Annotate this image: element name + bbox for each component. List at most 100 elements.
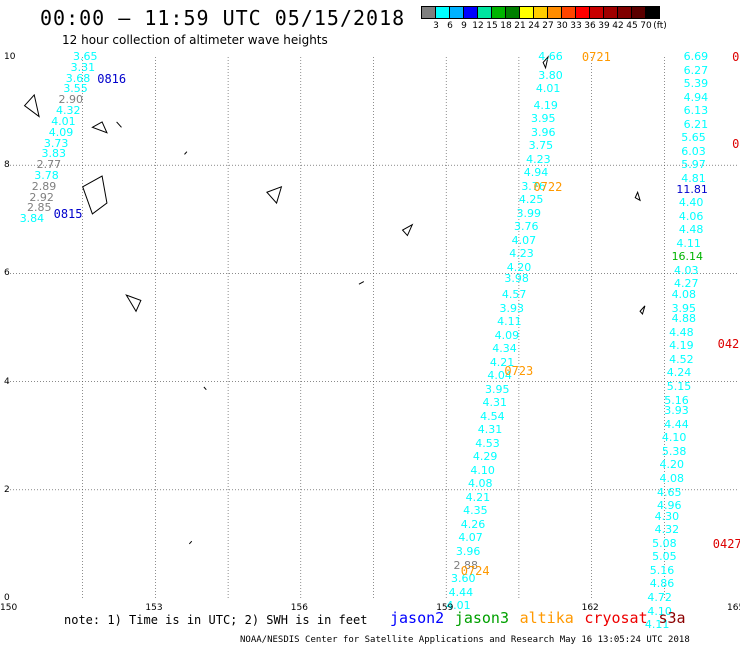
swh-value: 4.81	[681, 171, 706, 185]
swh-value: 4.21	[489, 355, 515, 369]
swh-value: 4.11	[676, 236, 701, 250]
swh-value: 4.30	[654, 509, 680, 523]
island-outline	[401, 223, 414, 237]
swh-value: 4.23	[526, 152, 551, 166]
map-plot-area: 3.65 3.31 3.68 3.55 2.90 4.32 4.01 4.09 3.73 3.83…	[10, 51, 740, 630]
swh-value: 3.93	[664, 404, 689, 418]
pass-time-label: 0723	[504, 363, 534, 378]
swh-value: 3.73	[43, 136, 69, 150]
colorbar-swatch	[645, 6, 660, 19]
swh-value: 4.20	[506, 260, 532, 274]
swh-value: 2.92	[29, 190, 54, 204]
swh-value: 2.77	[36, 158, 62, 172]
pass-time-label: 0427	[712, 536, 740, 551]
x-axis-tick-label: 156	[290, 603, 308, 613]
island-outline	[266, 186, 283, 205]
swh-value: 3.95	[531, 112, 556, 126]
swh-value: 4.40	[678, 196, 704, 210]
swh-value: 4.72	[647, 591, 672, 604]
pass-time-label: 0724	[460, 563, 490, 578]
swh-value: 4.52	[669, 352, 694, 366]
pass-time-label: 04	[732, 50, 740, 64]
colorbar-label: 3	[433, 21, 439, 31]
swh-value: 5.39	[683, 77, 709, 91]
colorbar-swatch	[505, 6, 520, 19]
pass-time-label: 0426	[717, 336, 740, 351]
colorbar-swatch	[435, 6, 450, 19]
colorbar-label: 24	[528, 21, 540, 31]
colorbar-swatch	[449, 6, 464, 19]
swh-value: 4.08	[671, 288, 697, 302]
swh-value: 4.08	[468, 477, 493, 491]
island-outline	[203, 386, 207, 391]
swh-value: 3.96	[531, 125, 556, 139]
swh-value: 3.95	[671, 301, 697, 315]
colorbar-label: 6	[447, 21, 453, 31]
y-axis-tick-label: 10	[4, 52, 16, 62]
island-outline	[23, 93, 40, 118]
swh-value: 3.93	[499, 301, 525, 315]
swh-value: 4.27	[673, 277, 699, 291]
swh-value: 5.05	[652, 550, 677, 564]
colorbar-swatch	[491, 6, 506, 19]
colorbar-label: 18	[500, 21, 512, 31]
island-outline	[188, 540, 193, 545]
swh-value: 5.97	[681, 158, 706, 172]
colorbar-label: 33	[570, 21, 582, 31]
colorbar-label: 21	[514, 21, 526, 31]
island-outline	[184, 151, 188, 155]
swh-value: 2.89	[31, 179, 57, 193]
map-canvas	[10, 55, 737, 598]
colorbar-swatch	[575, 6, 590, 19]
swh-value: 5.15	[666, 380, 692, 393]
swh-value: 4.09	[48, 125, 74, 139]
swh-value: 3.95	[484, 382, 510, 396]
island-outline	[639, 305, 646, 315]
colorbar-label: 42	[612, 21, 624, 31]
swh-value: 4.31	[477, 423, 503, 437]
map-subtitle: 12 hour collection of altimeter wave hei…	[62, 33, 328, 47]
colorbar-swatch	[561, 6, 576, 19]
swh-value: 16.14	[671, 250, 704, 264]
x-axis-tick-label: 150	[0, 603, 18, 613]
swh-value: 2.88	[453, 558, 478, 572]
swh-value: 3.83	[41, 147, 67, 161]
map-title: 00:00 – 11:59 UTC 05/15/2018	[40, 6, 406, 30]
swh-value: 4.04	[487, 369, 512, 383]
swh-value: 3.96	[455, 545, 481, 558]
swh-value: 4.07	[511, 233, 537, 247]
colorbar-label: 36	[584, 21, 596, 31]
swh-value: 4.44	[664, 417, 689, 431]
pass-time-label: 0721	[581, 50, 611, 64]
swh-value: 4.01	[51, 114, 76, 128]
swh-value: 4.29	[472, 450, 498, 464]
swh-value: 4.44	[448, 585, 474, 599]
swh-value: 6.13	[683, 104, 709, 118]
swh-value: 4.20	[659, 458, 684, 472]
pass-time-label: 0816	[97, 71, 127, 86]
swh-value: 4.11	[497, 315, 522, 329]
swh-value: 4.94	[683, 90, 709, 104]
colorbar-swatch	[477, 6, 492, 19]
swh-value: 3.76	[514, 220, 539, 234]
colorbar-swatch	[463, 6, 478, 19]
island-outline	[91, 121, 108, 134]
colorbar-swatch	[421, 6, 436, 19]
swh-value: 3.80	[538, 68, 563, 82]
swh-value: 3.55	[63, 82, 88, 96]
pass-time-label: 043	[732, 136, 740, 151]
legend-satellite-altika: altika	[519, 609, 574, 627]
swh-value: 3.98	[504, 271, 529, 285]
swh-value: 4.65	[657, 485, 682, 499]
swh-value: 4.21	[465, 490, 491, 504]
swh-value: 4.08	[659, 471, 684, 485]
swh-value: 4.34	[492, 342, 517, 356]
swh-value: 4.10	[470, 463, 495, 477]
colorbar-label: 70	[640, 21, 652, 31]
island-outline	[82, 175, 108, 215]
swh-value: 5.38	[661, 444, 687, 458]
swh-value: 5.16	[664, 393, 689, 407]
swh-value: 4.96	[657, 499, 682, 513]
y-axis-tick-label: 6	[4, 268, 10, 279]
footer-credit: NOAA/NESDIS Center for Satellite Applica…	[240, 635, 690, 645]
